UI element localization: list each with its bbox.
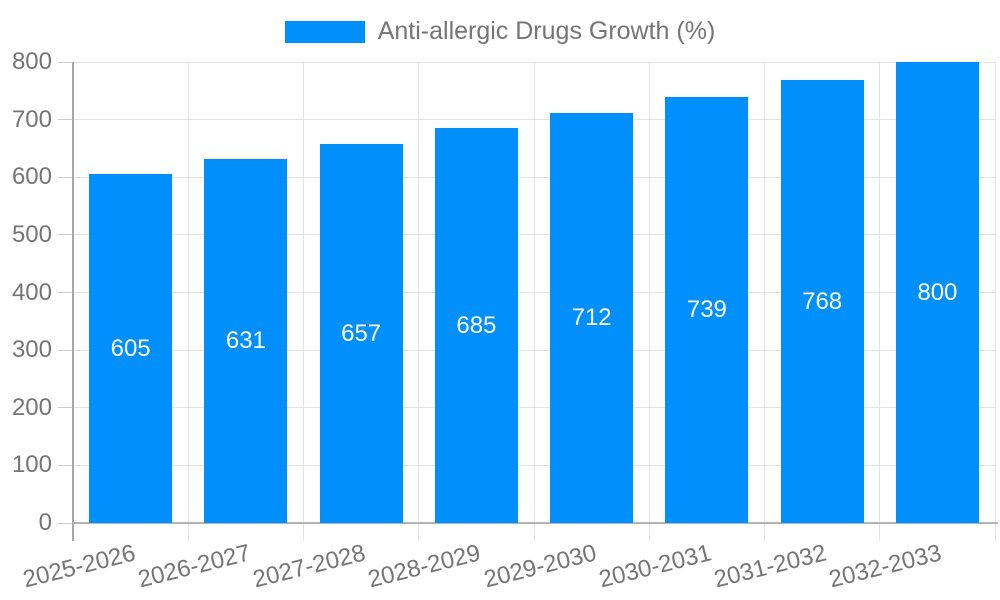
bar[interactable] <box>780 80 864 523</box>
y-tick-label: 300 <box>11 336 52 364</box>
y-tick <box>58 349 73 351</box>
y-tick-label: 100 <box>11 451 52 479</box>
v-gridline <box>418 62 420 541</box>
y-tick <box>58 119 73 121</box>
bar[interactable] <box>665 97 749 523</box>
y-tick-label: 400 <box>11 278 52 306</box>
y-tick <box>58 292 73 293</box>
legend-label: Anti-allergic Drugs Growth (%) <box>377 17 716 45</box>
bar[interactable] <box>895 62 979 523</box>
y-tick <box>58 176 73 178</box>
x-axis-line <box>73 522 998 524</box>
legend-swatch <box>284 20 365 43</box>
bar-value-label: 685 <box>456 311 497 339</box>
y-tick-label: 600 <box>11 163 52 191</box>
v-gridline <box>187 62 189 541</box>
bar[interactable] <box>434 128 518 523</box>
y-tick-label: 500 <box>11 220 52 248</box>
v-gridline <box>879 62 881 541</box>
v-gridline <box>533 62 535 541</box>
v-gridline <box>648 62 650 541</box>
y-tick-label: 200 <box>11 393 52 421</box>
y-axis-line <box>72 62 74 541</box>
y-tick <box>58 522 73 524</box>
bar[interactable] <box>550 112 634 523</box>
y-tick <box>58 234 73 236</box>
bar-value-label: 657 <box>341 319 382 347</box>
bar-value-label: 768 <box>802 287 843 315</box>
v-gridline <box>764 62 765 541</box>
y-tick-label: 800 <box>11 48 52 75</box>
bar-value-label: 800 <box>917 278 958 306</box>
bar-value-label: 605 <box>110 334 151 362</box>
bar-value-label: 712 <box>571 303 612 331</box>
y-tick <box>58 61 73 63</box>
v-gridline <box>994 62 996 541</box>
bar[interactable] <box>319 144 403 523</box>
y-tick <box>58 407 73 409</box>
y-tick <box>58 464 73 466</box>
legend[interactable]: Anti-allergic Drugs Growth (%) <box>0 17 1000 46</box>
bar-value-label: 739 <box>686 296 727 324</box>
v-gridline <box>303 62 304 541</box>
bar-value-label: 631 <box>225 327 266 355</box>
bar[interactable] <box>89 174 173 523</box>
bar[interactable] <box>204 159 288 523</box>
y-tick-label: 700 <box>11 105 52 133</box>
y-tick-label: 0 <box>38 509 52 536</box>
